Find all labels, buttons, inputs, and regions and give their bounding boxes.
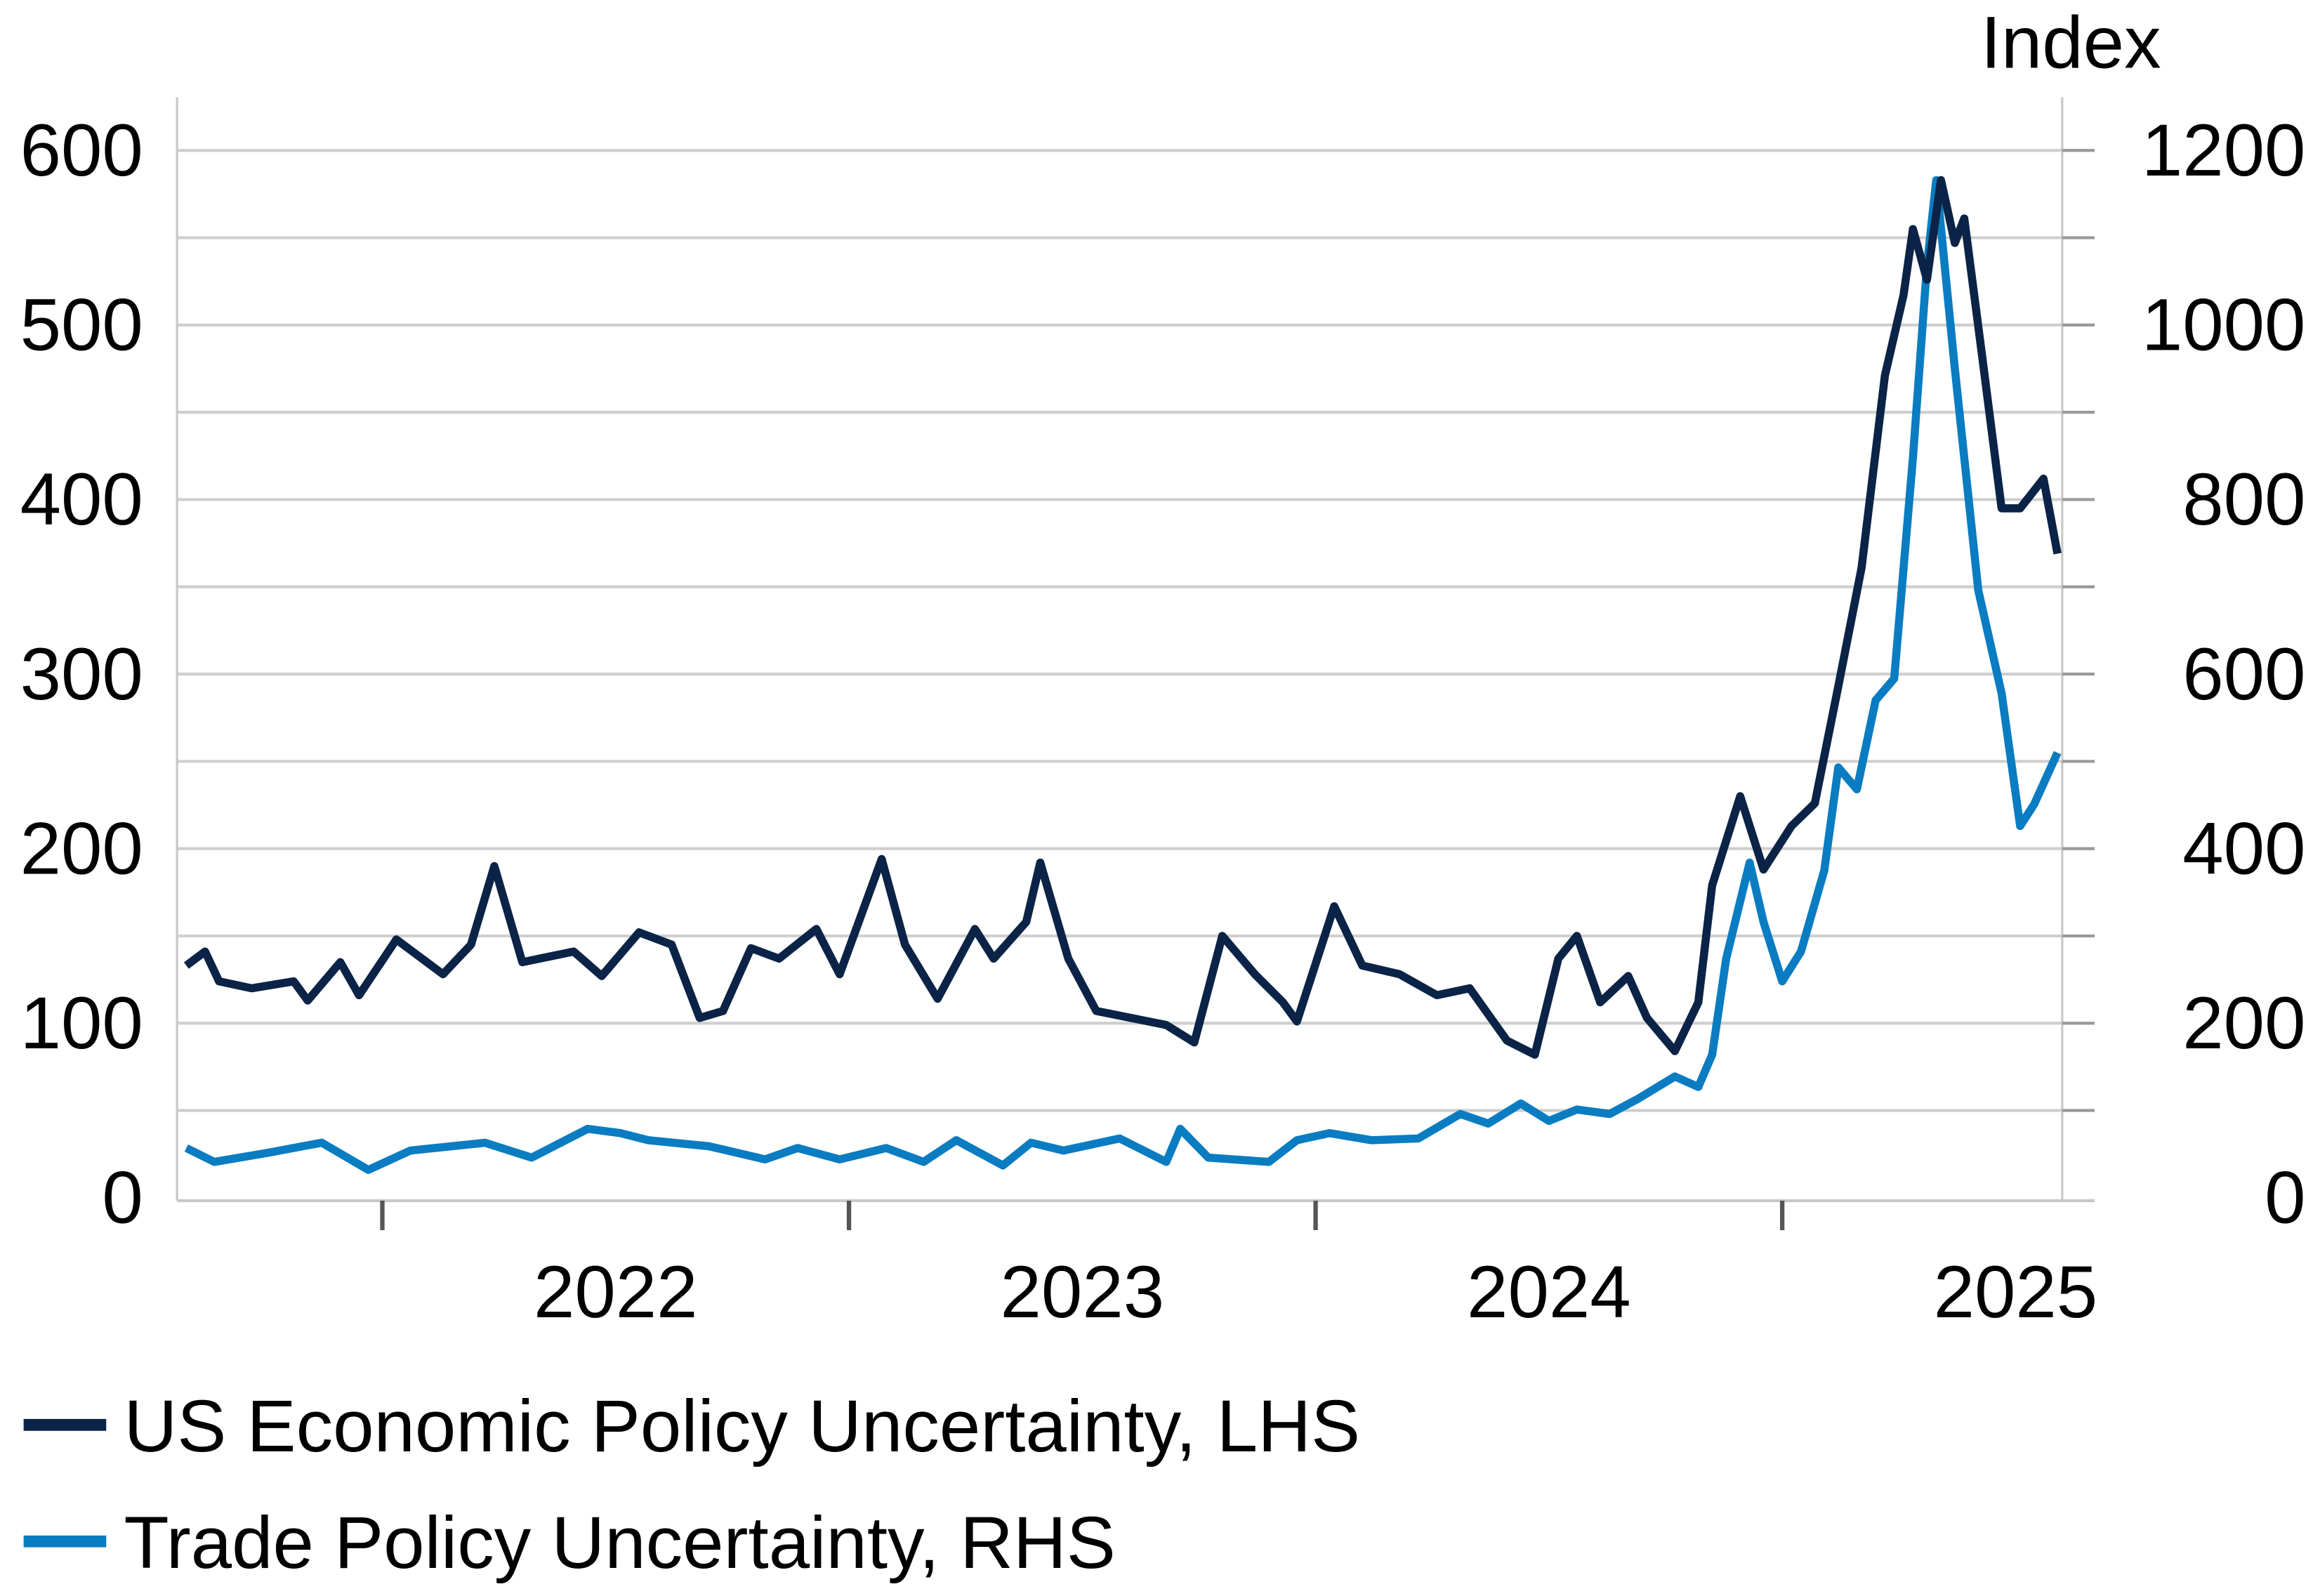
right-tick-label: 800: [2182, 459, 2305, 541]
x-tick-label: 2024: [1467, 1251, 1631, 1333]
legend: US Economic Policy Uncertainty, LHS Trad…: [23, 1385, 1360, 1584]
x-tick-label: 2023: [1001, 1251, 1165, 1333]
series-line-us-economic-policy-uncertainty: [183, 176, 2062, 1059]
legend-label-tpu: Trade Policy Uncertainty, RHS: [124, 1502, 1115, 1584]
tick-labels: 0 100 200 300 400 500 600 0 200 400 600 800 1000 1200…: [20, 110, 2306, 1333]
right-tick-label: 400: [2182, 807, 2305, 890]
left-tick-label: 100: [20, 982, 143, 1064]
right-axis-title: Index: [1981, 2, 2161, 84]
left-tick-label: 0: [102, 1157, 143, 1239]
legend-label-epu: US Economic Policy Uncertainty, LHS: [124, 1385, 1360, 1468]
left-tick-label: 500: [20, 284, 143, 367]
right-tick-label: 1200: [2142, 110, 2306, 192]
left-tick-label: 400: [20, 459, 143, 541]
right-tick-label: 200: [2182, 982, 2305, 1064]
left-tick-label: 600: [20, 110, 143, 192]
legend-item-epu: US Economic Policy Uncertainty, LHS: [23, 1385, 1360, 1468]
legend-item-tpu: Trade Policy Uncertainty, RHS: [23, 1502, 1116, 1584]
x-tick-label: 2025: [1934, 1251, 2098, 1333]
x-tick-label: 2022: [534, 1251, 698, 1333]
left-tick-label: 200: [20, 807, 143, 890]
axis-ticks: [380, 149, 2095, 1231]
right-tick-label: 1000: [2142, 284, 2306, 367]
right-tick-label: 0: [2265, 1157, 2305, 1239]
series-line-trade-policy-uncertainty: [184, 176, 2062, 1174]
series-lines: [183, 176, 2062, 1174]
left-tick-label: 300: [20, 633, 143, 715]
right-tick-label: 600: [2182, 633, 2305, 715]
gridlines: [177, 149, 2062, 1112]
